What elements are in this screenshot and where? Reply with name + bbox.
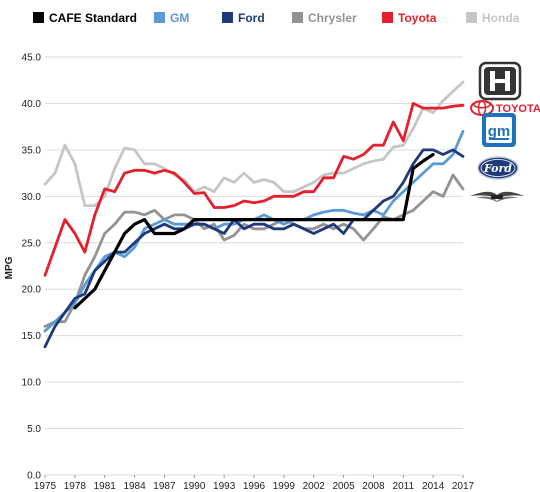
- y-tick-label: 35.0: [22, 145, 42, 156]
- legend-swatch: [382, 12, 393, 23]
- y-tick-label: 40.0: [22, 99, 42, 110]
- grid-lines: [45, 56, 463, 476]
- legend-label: Ford: [238, 11, 265, 25]
- x-tick-label: 2005: [332, 481, 355, 492]
- toyota-logo: TOYOTA: [470, 100, 540, 116]
- logos: TOYOTA gm Ford: [470, 61, 540, 202]
- series-line-ford: [43, 148, 465, 349]
- honda-logo: [478, 61, 522, 101]
- y-tick-label: 20.0: [22, 285, 42, 296]
- legend-label: CAFE Standard: [49, 11, 137, 25]
- y-tick-label: 0.0: [27, 471, 41, 482]
- y-axis-title: MPG: [4, 256, 15, 279]
- toyota-logo-text: TOYOTA: [496, 103, 540, 115]
- legend-label: GM: [170, 11, 189, 25]
- legend-swatch: [154, 12, 165, 23]
- y-tick-label: 45.0: [22, 53, 42, 64]
- legend-swatch: [466, 12, 477, 23]
- gm-logo-text: gm: [488, 123, 511, 140]
- series-line-chrysler: [43, 173, 465, 328]
- x-tick-label: 2017: [452, 481, 475, 492]
- legend-swatch: [33, 12, 44, 23]
- ford-logo: Ford: [477, 156, 519, 180]
- ford-logo-text: Ford: [483, 162, 512, 175]
- legend-swatch: [292, 12, 303, 23]
- x-tick-label: 1999: [273, 481, 296, 492]
- legend-label: Honda: [482, 11, 520, 25]
- x-tick-label: 1978: [64, 481, 87, 492]
- y-tick-label: 5.0: [27, 424, 41, 435]
- legend-label: Toyota: [398, 11, 437, 25]
- x-tick-label: 1990: [183, 481, 206, 492]
- series-line-toyota: [43, 102, 465, 277]
- y-tick-label: 10.0: [22, 378, 42, 389]
- x-tick-label: 2011: [393, 481, 415, 492]
- series-line-cafe-standard: [73, 152, 435, 310]
- y-tick-label: 15.0: [22, 331, 42, 342]
- legend-label: Chrysler: [308, 11, 357, 25]
- chrysler-logo: [470, 191, 524, 202]
- y-tick-label: 25.0: [22, 238, 42, 249]
- x-tick-label: 1996: [243, 481, 266, 492]
- y-axis: 0.0 5.0 10.0 15.0 20.0 25.0 30.0 35.0 40.0 45.0: [22, 53, 42, 482]
- gm-logo: gm: [482, 113, 516, 147]
- x-tick-label: 2014: [422, 481, 445, 492]
- x-tick-label: 1981: [94, 481, 117, 492]
- series-lines: [43, 80, 465, 349]
- x-tick-label: 2008: [362, 481, 385, 492]
- x-tick-label: 1975: [34, 481, 57, 492]
- x-tick-label: 1993: [213, 481, 236, 492]
- x-tick-label: 1987: [153, 481, 176, 492]
- x-axis: 1975 1978 1981 1984 1987 1990 1993 1996 1999 2002…: [34, 475, 475, 492]
- y-tick-label: 30.0: [22, 192, 42, 203]
- series-line-honda: [43, 80, 465, 208]
- x-tick-label: 1984: [123, 481, 146, 492]
- legend: CAFE Standard GM Ford Chrysler Toyota Honda: [33, 11, 520, 25]
- x-tick-label: 2002: [303, 481, 326, 492]
- legend-swatch: [222, 12, 233, 23]
